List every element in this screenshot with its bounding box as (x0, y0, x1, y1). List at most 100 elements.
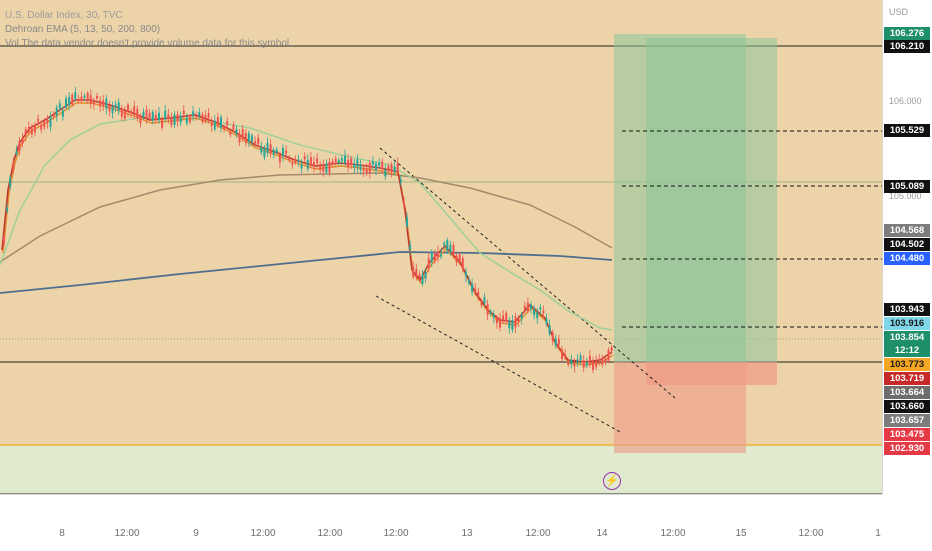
candle-body (393, 166, 396, 173)
candle-body (415, 268, 418, 277)
candle-body (86, 92, 89, 100)
candle-body (247, 133, 250, 143)
candle-body (483, 297, 486, 304)
candle-body (561, 349, 563, 359)
ema-800-line (0, 251, 613, 294)
price-label: 103.660 (884, 400, 930, 413)
candle-body (77, 98, 80, 102)
candle-body (604, 358, 607, 363)
price-label: 103.475 (884, 428, 930, 441)
candle-body (170, 116, 173, 126)
time-axis[interactable]: 8 12:00 9 12:00 12:00 12:00 13 12:00 14 … (0, 494, 882, 551)
candle-body (328, 161, 331, 173)
candle-body (136, 108, 139, 119)
candle-body (440, 254, 443, 257)
candle-body (471, 283, 474, 293)
candle-body (406, 217, 408, 227)
candle-body (452, 245, 455, 254)
candle-body (257, 137, 260, 145)
candle-body (15, 151, 18, 154)
candle-body (114, 104, 117, 108)
candle-body (21, 139, 24, 144)
candle-body (505, 312, 508, 322)
time-tick: 9 (193, 528, 199, 539)
chart-canvas[interactable] (0, 0, 882, 494)
candle-body (567, 361, 570, 365)
candle-body (375, 163, 377, 171)
candle-body (142, 111, 145, 118)
price-label: 103.657 (884, 414, 930, 427)
candle-body (557, 338, 560, 345)
candle-body (347, 159, 350, 168)
candle-body (316, 158, 319, 164)
candle-body (585, 362, 588, 366)
candle-body (446, 240, 449, 251)
candle-body (399, 179, 402, 183)
candle-body (99, 100, 102, 107)
candle-body (334, 158, 337, 162)
candle-body (216, 117, 219, 125)
candle-body (145, 109, 148, 119)
candle-body (313, 162, 315, 167)
price-label: 103.664 (884, 386, 930, 399)
candle-body (588, 355, 591, 365)
candle-body (601, 357, 604, 365)
candle-body (285, 150, 288, 154)
candle-body (34, 124, 36, 133)
candle-body (27, 127, 30, 133)
candle-body (161, 118, 164, 128)
price-tick: 105.000 (889, 191, 922, 201)
candle-body (480, 303, 483, 306)
candle-body (158, 112, 160, 121)
candle-body (402, 201, 405, 205)
candle-body (68, 96, 71, 106)
candle-body (536, 312, 539, 319)
candle-body (164, 110, 167, 120)
symbol-title[interactable]: U.S. Dollar Index, 30, TVC (5, 10, 123, 21)
candle-body (179, 115, 182, 123)
price-tick: 106.000 (889, 96, 922, 106)
candle-body (443, 243, 446, 246)
candle-body (492, 314, 495, 318)
candle-body (409, 245, 412, 250)
profit-zone-b (646, 38, 777, 362)
candle-body (269, 144, 272, 154)
chart-plot-area[interactable]: U.S. Dollar Index, 30, TVC Dehroan EMA (… (0, 0, 882, 494)
candle-body (266, 142, 269, 153)
candle-body (331, 161, 334, 165)
candle-body (582, 360, 585, 368)
price-label: 104.480 (884, 252, 930, 265)
candle-body (511, 320, 514, 331)
candle-body (6, 207, 9, 211)
candle-body (65, 98, 67, 108)
price-label: 103.916 (884, 317, 930, 330)
candle-body (195, 114, 198, 117)
candle-body (365, 168, 368, 173)
price-axis[interactable]: USD 106.000 105.000 106.276 106.210 105.52… (882, 0, 932, 494)
candle-body (12, 161, 15, 170)
candle-body (83, 95, 86, 98)
candle-body (18, 140, 21, 152)
candle-body (309, 157, 312, 166)
candle-body (461, 257, 464, 269)
candle-body (322, 164, 325, 172)
candle-body (387, 166, 390, 170)
candle-body (570, 359, 573, 365)
ema-200-line (0, 172, 613, 263)
price-label: 106.210 (884, 40, 930, 53)
ema-fast-line (2, 102, 614, 366)
candle-body (96, 96, 98, 99)
indicator-legend[interactable]: Dehroan EMA (5, 13, 50, 200, 800) (5, 24, 161, 35)
candle-body (272, 149, 275, 155)
candle-body (607, 349, 610, 361)
time-tick: 12:00 (317, 528, 343, 539)
candle-body (449, 244, 452, 253)
candle-body (210, 122, 213, 126)
candle-body (517, 319, 520, 322)
candle-body (182, 110, 185, 114)
candle-body (9, 177, 12, 187)
candle-body (564, 354, 567, 358)
candle-body (424, 272, 427, 279)
time-tick: 1 (875, 528, 881, 539)
lightning-icon[interactable]: ⚡ (603, 472, 621, 490)
